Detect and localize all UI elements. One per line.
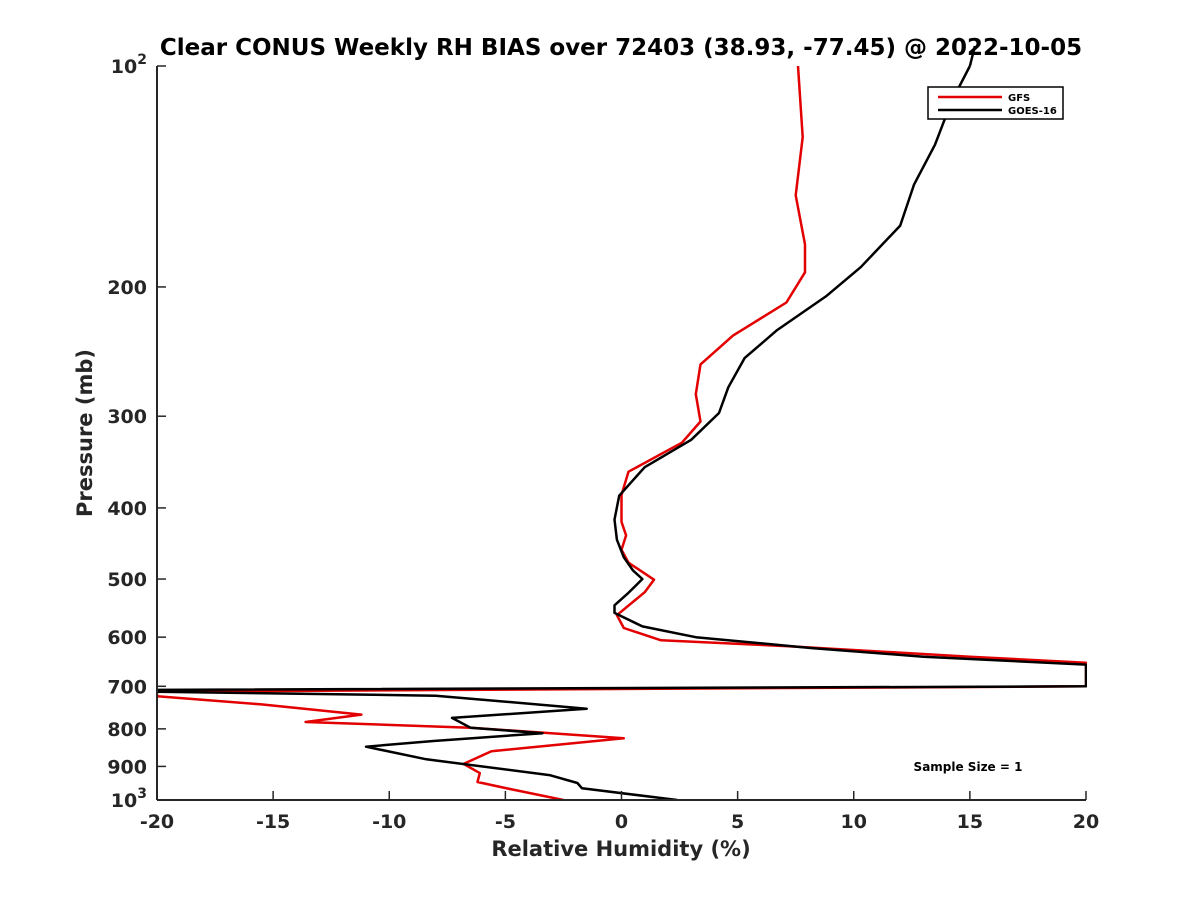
x-tick-label: -15: [256, 811, 290, 833]
legend-box: [927, 86, 1064, 120]
legend: GFS GOES-16: [927, 86, 1064, 120]
x-tick-label: 0: [615, 811, 628, 833]
axes: [156, 65, 1087, 801]
y-tick-label: 800: [107, 719, 147, 741]
y-tick-label: 300: [107, 406, 147, 428]
series-line-goes-16-overflow: [968, 45, 977, 67]
y-tick-label: 103: [111, 786, 147, 812]
x-tick-label: -10: [372, 811, 406, 833]
x-axis-label: Relative Humidity (%): [491, 837, 750, 861]
tick-labels: -20 -15 -10 -5 0 5 10 15 20 102 200 300 400 500 600 700…: [107, 52, 1099, 833]
x-tick-label: 15: [957, 811, 983, 833]
x-tick-label: 5: [731, 811, 744, 833]
y-axis-label: Pressure (mb): [73, 349, 97, 517]
series-line-goes-16: [157, 65, 1087, 800]
x-tick-label: -20: [140, 811, 174, 833]
plot-lines: [157, 65, 1087, 800]
legend-label-goes16: GOES-16: [1008, 106, 1057, 117]
y-tick-label: 200: [107, 277, 147, 299]
legend-label-gfs: GFS: [1008, 93, 1030, 104]
x-tick-label: -5: [495, 811, 516, 833]
y-tick-label: 900: [107, 756, 147, 778]
x-tick-label: 20: [1073, 811, 1099, 833]
chart-title: Clear CONUS Weekly RH BIAS over 72403 (3…: [160, 35, 1082, 61]
y-tick-label: 700: [107, 676, 147, 698]
x-tick-label: 10: [841, 811, 867, 833]
y-tick-label: 400: [107, 498, 147, 520]
y-tick-label: 500: [107, 569, 147, 591]
y-tick-label: 600: [107, 627, 147, 649]
sample-size-annotation: Sample Size = 1: [914, 760, 1023, 774]
y-tick-label: 102: [111, 52, 147, 78]
